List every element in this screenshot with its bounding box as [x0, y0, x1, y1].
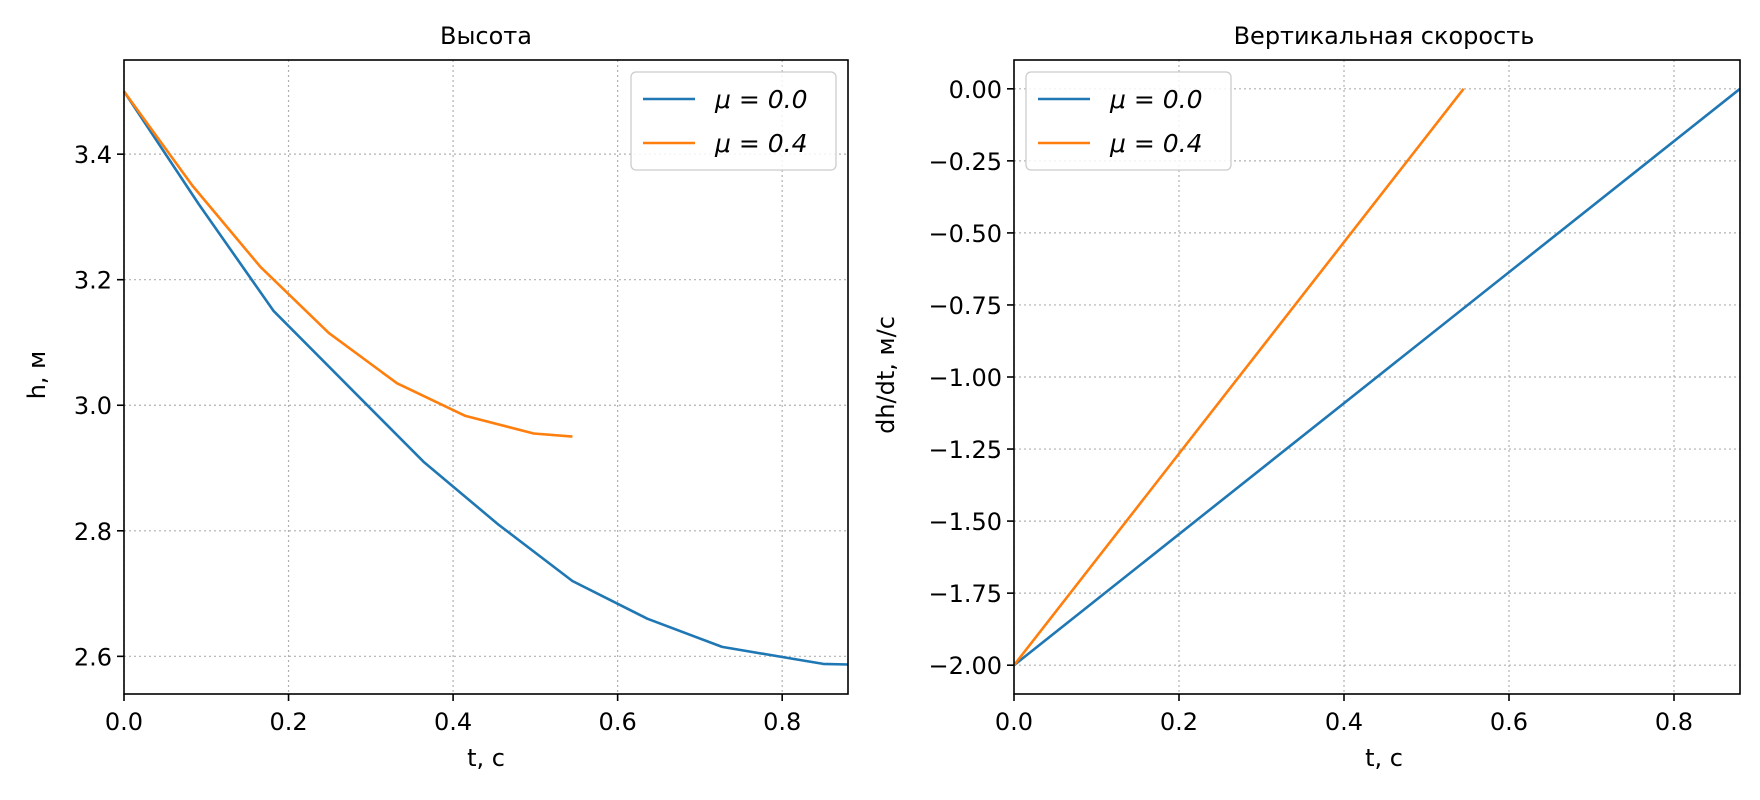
- legend-entry: μ = 0.0: [714, 85, 808, 114]
- legend-box: [630, 71, 837, 171]
- x-tick-label: 0.8: [763, 708, 801, 736]
- y-tick-label: 2.8: [74, 518, 112, 546]
- x-tick-label: 0.2: [269, 708, 307, 736]
- legend-box: [1025, 71, 1232, 171]
- series-line-1: [1012, 88, 1465, 666]
- y-tick-label: −1.75: [928, 580, 1002, 608]
- y-tick-label: 2.6: [74, 643, 112, 671]
- y-tick-label: 3.0: [74, 392, 112, 420]
- y-tick-label: −0.50: [928, 220, 1002, 248]
- x-tick-label: 0.0: [995, 708, 1033, 736]
- plot-frame: [123, 59, 849, 695]
- x-tick-label: 0.2: [1160, 708, 1198, 736]
- grid: [123, 60, 848, 694]
- y-tick-label: −1.00: [928, 364, 1002, 392]
- series-lines: [1012, 87, 1741, 667]
- x-tick-label: 0.4: [1325, 708, 1363, 736]
- chart-title: Высота: [440, 22, 532, 50]
- series-lines: [122, 90, 849, 666]
- y-tick-label: −0.25: [928, 148, 1002, 176]
- legend-entry: μ = 0.4: [1109, 129, 1203, 158]
- series-line-0: [1013, 87, 1741, 667]
- y-ticks: 0.00 −0.25 −0.50 −0.75 −1.00 −1.25 −1.50 −1.75 −…: [928, 76, 1014, 680]
- legend-entry: μ = 0.0: [1109, 85, 1203, 114]
- y-tick-label: 3.4: [74, 141, 112, 169]
- x-tick-label: 0.6: [1490, 708, 1528, 736]
- y-axis-label: dh/dt, м/с: [872, 316, 900, 434]
- legend: μ = 0.0 μ = 0.4: [1025, 71, 1232, 171]
- x-ticks: 0.0 0.2 0.4 0.6 0.8: [995, 694, 1693, 736]
- y-tick-label: −1.25: [928, 436, 1002, 464]
- height-chart: Высота 0.0 0.2 0.4 0.6 0.8 2.6 2.8 3.0 3.2 3.4 t…: [23, 22, 849, 772]
- x-axis-label: t, с: [1365, 744, 1403, 772]
- x-tick-label: 0.6: [599, 708, 637, 736]
- series-line-1: [122, 90, 573, 438]
- x-axis-label: t, с: [467, 744, 505, 772]
- legend-entry: μ = 0.4: [714, 129, 808, 158]
- x-tick-label: 0.8: [1655, 708, 1693, 736]
- y-tick-label: 3.2: [74, 267, 112, 295]
- y-axis-label: h, м: [23, 351, 51, 400]
- y-ticks: 2.6 2.8 3.0 3.2 3.4: [74, 141, 124, 671]
- velocity-chart: Вертикальная скорость 0.0 0.2 0.4 0.6 0.8 0.…: [872, 22, 1741, 772]
- x-ticks: 0.0 0.2 0.4 0.6 0.8: [105, 694, 801, 736]
- x-tick-label: 0.4: [434, 708, 472, 736]
- x-tick-label: 0.0: [105, 708, 143, 736]
- y-tick-label: −2.00: [928, 652, 1002, 680]
- y-tick-label: 0.00: [949, 76, 1002, 104]
- legend: μ = 0.0 μ = 0.4: [630, 71, 837, 171]
- y-tick-label: −0.75: [928, 292, 1002, 320]
- chart-title: Вертикальная скорость: [1234, 22, 1535, 50]
- series-line-0: [122, 90, 849, 666]
- y-tick-label: −1.50: [928, 508, 1002, 536]
